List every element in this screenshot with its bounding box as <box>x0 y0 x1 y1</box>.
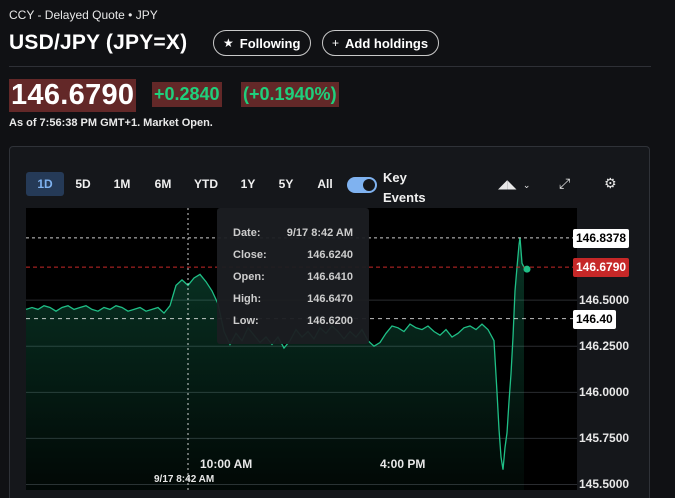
price-change: +0.2840 <box>152 82 222 107</box>
last-point-dot <box>523 265 531 273</box>
range-5d[interactable]: 5D <box>75 177 91 191</box>
add-holdings-label: Add holdings <box>345 35 429 51</box>
tooltip-open-value: 146.6410 <box>307 271 353 283</box>
tooltip-low-label: Low: <box>233 315 259 327</box>
toggle-knob <box>363 179 375 191</box>
range-ytd[interactable]: YTD <box>194 177 218 191</box>
gear-icon[interactable]: ⚙ <box>604 175 617 191</box>
range-all[interactable]: All <box>317 177 333 191</box>
quote-timestamp: As of 7:56:38 PM GMT+1. Market Open. <box>9 117 213 129</box>
last-price: 146.6790 <box>9 79 137 112</box>
y-tick-label: 146.0000 <box>579 385 630 400</box>
price-chart-svg <box>25 208 577 490</box>
tooltip-date-value: 9/17 8:42 AM <box>286 227 353 239</box>
chevron-down-icon: ⌄ <box>522 180 531 190</box>
following-label: Following <box>239 35 301 51</box>
high-price-flag: 146.8378 <box>573 228 630 248</box>
key-events-line2: Events <box>383 190 426 205</box>
chart-panel: 1D 5D 1M 6M YTD 1Y 5Y All Key Events ◢◣ … <box>9 146 650 498</box>
tooltip-low-value: 146.6200 <box>307 315 353 327</box>
tooltip-high-label: High: <box>233 293 262 305</box>
plus-icon: + <box>332 36 340 50</box>
range-1m[interactable]: 1M <box>113 177 131 191</box>
price-change-percent: (+0.1940%) <box>241 82 339 107</box>
range-5y[interactable]: 5Y <box>278 177 294 191</box>
following-button[interactable]: ★ Following <box>213 30 312 56</box>
range-6m[interactable]: 6M <box>154 177 172 191</box>
expand-icon[interactable]: ⤢ <box>559 175 571 191</box>
tooltip-high-value: 146.6470 <box>307 293 353 305</box>
x-tick-label: 4:00 PM <box>380 457 426 471</box>
price-area <box>26 237 524 490</box>
chart-tooltip: Date: 9/17 8:42 AM Close: 146.6240 Open: 14… <box>217 208 369 344</box>
key-events-label: Key Events <box>383 168 426 208</box>
key-events-line1: Key <box>383 170 407 185</box>
previous-close-flag: 146.40 <box>573 309 616 329</box>
header-divider <box>9 66 651 67</box>
range-1d[interactable]: 1D <box>26 172 64 196</box>
x-tick-label: 10:00 AM <box>200 457 253 471</box>
add-holdings-button[interactable]: + Add holdings <box>322 30 440 56</box>
star-icon: ★ <box>223 36 234 50</box>
quote-subtitle: CCY - Delayed Quote • JPY <box>9 8 158 22</box>
tooltip-open-label: Open: <box>233 271 265 283</box>
key-events-toggle[interactable] <box>347 177 377 193</box>
range-selector: 1D 5D 1M 6M YTD 1Y 5Y All <box>26 172 346 196</box>
tooltip-date-label: Date: <box>233 227 261 239</box>
chart-type-button[interactable]: ◢◣ ⌄ <box>498 177 530 191</box>
hover-x-label: 9/17 8:42 AM <box>154 474 215 485</box>
page-title: USD/JPY (JPY=X) <box>9 31 188 54</box>
current-price-flag: 146.6790 <box>573 258 630 278</box>
tooltip-close-value: 146.6240 <box>307 249 353 261</box>
tooltip-close-label: Close: <box>233 249 267 261</box>
y-tick-label: 146.2500 <box>579 339 630 354</box>
y-tick-label: 146.5000 <box>579 293 630 308</box>
mountain-chart-icon: ◢◣ <box>498 177 517 191</box>
range-1y[interactable]: 1Y <box>240 177 256 191</box>
y-tick-label: 145.5000 <box>579 477 630 492</box>
y-tick-label: 145.7500 <box>579 431 630 446</box>
